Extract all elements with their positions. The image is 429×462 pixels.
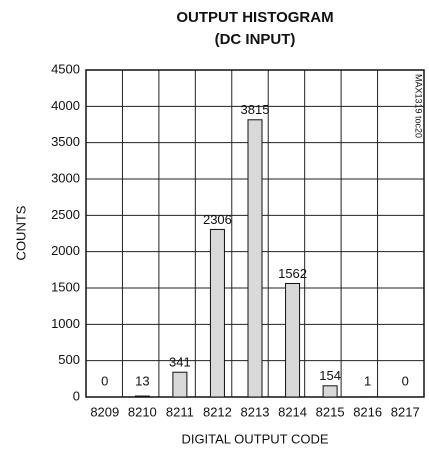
bar xyxy=(322,385,338,398)
x-tick-label: 8216 xyxy=(353,404,382,419)
y-tick-label: 1000 xyxy=(51,316,80,331)
bar xyxy=(209,228,225,398)
y-tick-label: 0 xyxy=(73,388,80,403)
data-label: 0 xyxy=(402,373,409,388)
data-label: 0 xyxy=(101,373,108,388)
y-tick-label: 4000 xyxy=(51,98,80,113)
data-label: 2306 xyxy=(203,212,232,227)
data-label: 3815 xyxy=(241,102,270,117)
bar xyxy=(134,395,150,398)
x-axis-label: DIGITAL OUTPUT CODE xyxy=(181,431,328,446)
y-tick-label: 3000 xyxy=(51,170,80,185)
x-tick-label: 8209 xyxy=(90,404,119,419)
y-tick-label: 500 xyxy=(58,352,80,367)
data-label: 1562 xyxy=(278,266,307,281)
x-tick-label: 8213 xyxy=(241,404,270,419)
chart-subtitle: (DC INPUT) xyxy=(215,31,296,48)
x-tick-label: 8214 xyxy=(278,404,307,419)
bar xyxy=(285,282,301,398)
data-label: 154 xyxy=(319,368,341,383)
data-label: 13 xyxy=(135,373,149,388)
y-tick-label: 2000 xyxy=(51,243,80,258)
x-tick-label: 8211 xyxy=(166,404,194,419)
y-tick-label: 1500 xyxy=(51,279,80,294)
x-tick-label: 8212 xyxy=(203,404,232,419)
x-tick-label: 8215 xyxy=(316,404,345,419)
chart-title: OUTPUT HISTOGRAM xyxy=(176,9,333,26)
bar xyxy=(247,119,263,398)
data-label: 341 xyxy=(169,355,191,370)
x-tick-label: 8217 xyxy=(391,404,420,419)
data-label: 1 xyxy=(364,373,371,388)
y-axis-label: COUNTS xyxy=(13,205,28,260)
bar xyxy=(172,371,188,398)
x-tick-label: 8210 xyxy=(128,404,157,419)
y-tick-label: 3500 xyxy=(51,134,80,149)
y-tick-label: 2500 xyxy=(51,207,80,222)
y-tick-label: 4500 xyxy=(51,61,80,76)
